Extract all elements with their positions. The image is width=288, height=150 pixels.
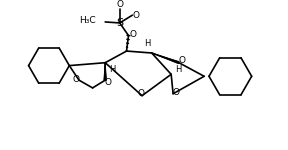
Text: O: O — [73, 75, 79, 84]
Polygon shape — [152, 53, 179, 64]
Text: O: O — [130, 30, 137, 39]
Text: H: H — [144, 39, 150, 48]
Text: O: O — [105, 78, 112, 87]
Polygon shape — [104, 63, 107, 80]
Text: O: O — [116, 0, 123, 9]
Text: H₃C: H₃C — [79, 16, 96, 26]
Text: S: S — [116, 18, 123, 28]
Text: O: O — [173, 88, 179, 97]
Text: H: H — [109, 65, 115, 74]
Text: O: O — [138, 89, 145, 98]
Text: H: H — [175, 65, 181, 74]
Text: O: O — [133, 11, 140, 20]
Text: O: O — [178, 56, 185, 65]
